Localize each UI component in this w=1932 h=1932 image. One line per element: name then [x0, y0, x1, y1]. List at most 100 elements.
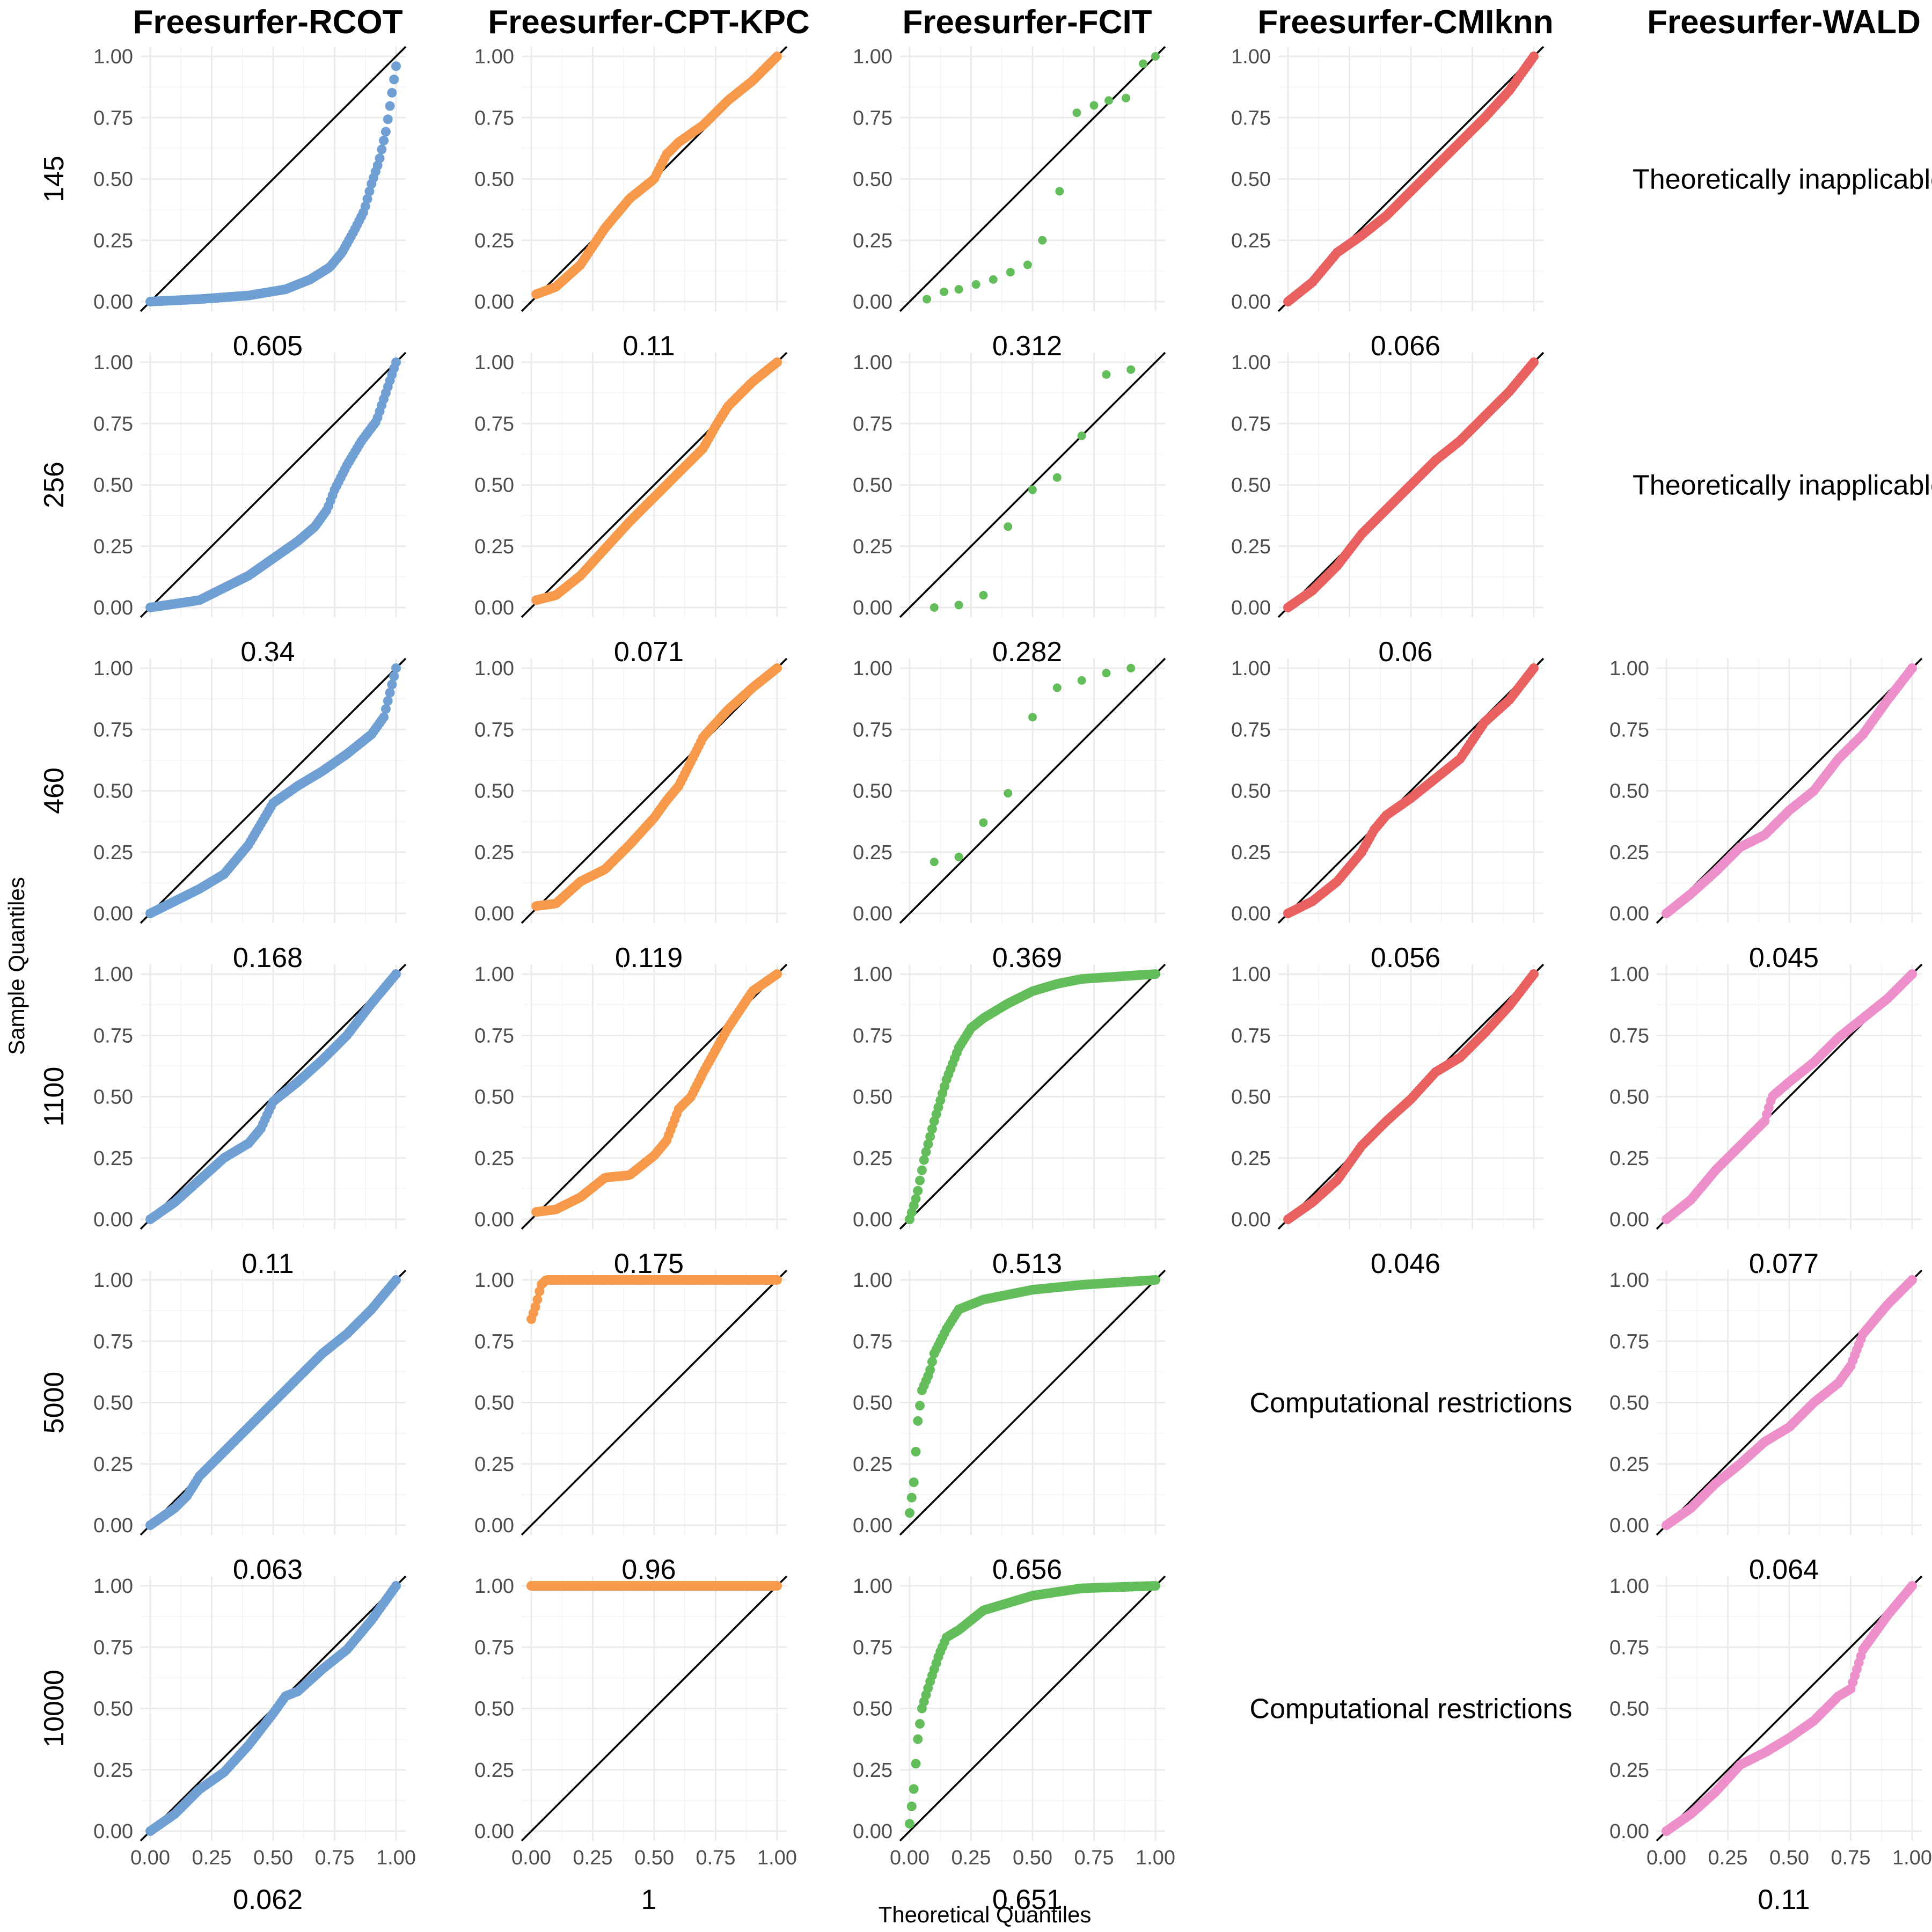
y-tick-label: 0.25: [853, 536, 892, 558]
qq-point: [1907, 1581, 1917, 1591]
qq-point: [917, 1165, 927, 1175]
panel-statistic: 0.651: [992, 1884, 1062, 1915]
qq-point: [389, 75, 399, 85]
y-tick-label: 0.00: [1231, 597, 1271, 619]
qq-point: [913, 1734, 923, 1744]
reference-line: [899, 46, 1166, 312]
y-tick-label: 0.00: [853, 1820, 892, 1843]
qq-point: [921, 1147, 931, 1157]
y-tick-label: 0.50: [93, 474, 133, 497]
reference-line: [521, 1269, 788, 1536]
x-tick-label: 0.00: [511, 1847, 551, 1869]
qq-point: [954, 852, 963, 861]
qq-point: [532, 1294, 543, 1305]
x-tick-label: 0.00: [1646, 1847, 1686, 1869]
y-tick-label: 0.00: [853, 903, 892, 925]
panel-statistic: 0.369: [992, 942, 1062, 974]
qq-point: [772, 663, 782, 673]
y-tick-label: 0.00: [93, 1820, 133, 1843]
y-tick-label: 0.75: [1609, 1330, 1649, 1353]
y-tick-label: 1.00: [853, 352, 892, 374]
y-tick-label: 0.50: [853, 780, 892, 803]
qq-point: [772, 969, 782, 979]
x-tick-label: 0.50: [1769, 1847, 1809, 1869]
qq-point: [911, 1759, 921, 1769]
y-tick-label: 0.75: [1609, 1636, 1649, 1659]
y-tick-label: 0.75: [853, 413, 892, 435]
panel-statistic: 0.312: [992, 331, 1062, 362]
qq-point: [915, 1175, 925, 1185]
y-tick-label: 0.25: [1609, 841, 1649, 864]
y-tick-label: 0.75: [1609, 1024, 1649, 1047]
qq-point: [387, 679, 397, 690]
panel-statistic: 0.077: [1749, 1248, 1819, 1279]
y-tick-label: 0.75: [853, 107, 892, 129]
qq-point: [380, 127, 391, 137]
y-tick-label: 0.75: [93, 1330, 133, 1353]
y-tick-label: 0.25: [474, 1147, 514, 1170]
panel-statistic: 0.605: [233, 331, 303, 362]
y-tick-label: 0.50: [1231, 169, 1271, 191]
y-tick-label: 0.50: [474, 1698, 514, 1721]
qq-point: [954, 601, 963, 610]
y-tick-label: 1.00: [1231, 46, 1271, 68]
y-tick-label: 0.50: [1609, 1086, 1649, 1109]
qq-point: [1907, 969, 1917, 979]
y-tick-label: 0.50: [853, 1392, 892, 1415]
qq-point: [772, 1581, 782, 1591]
y-tick-label: 0.50: [474, 1392, 514, 1415]
qq-point: [530, 1302, 540, 1312]
qq-point: [1077, 676, 1086, 685]
qq-point: [940, 287, 949, 296]
reference-line: [140, 46, 407, 312]
qq-point: [913, 1185, 923, 1196]
y-tick-label: 1.00: [474, 1575, 514, 1598]
panel-statistic: 0.11: [1758, 1884, 1810, 1915]
qq-point: [772, 52, 782, 61]
facet-panel: 0.00 0.25 0.50 0.75 1.00 0.06: [1231, 352, 1545, 668]
panel-note: Theoretically inapplicable: [1633, 470, 1932, 501]
qq-point: [927, 1124, 937, 1134]
qq-point: [379, 135, 389, 145]
y-tick-label: 0.00: [93, 597, 133, 619]
x-tick-label: 0.50: [253, 1847, 293, 1869]
y-tick-label: 1.00: [474, 352, 514, 374]
qq-point: [1006, 268, 1015, 277]
qq-point: [905, 1508, 914, 1518]
qq-point: [1028, 485, 1037, 494]
qq-point: [927, 1357, 937, 1367]
panel-statistic: 0.11: [623, 331, 675, 362]
y-tick-label: 1.00: [1231, 352, 1271, 374]
y-tick-label: 0.25: [853, 1759, 892, 1782]
panel-statistic: 0.175: [614, 1248, 684, 1279]
y-tick-label: 0.75: [474, 719, 514, 741]
qq-point: [923, 1139, 933, 1150]
qq-point: [1052, 683, 1062, 692]
y-tick-label: 1.00: [474, 657, 514, 680]
qq-point: [364, 186, 375, 196]
qq-point: [1122, 93, 1131, 103]
y-tick-label: 0.00: [474, 903, 514, 925]
reference-line: [899, 352, 1166, 618]
y-tick-label: 0.75: [853, 1330, 892, 1353]
qq-point: [979, 818, 988, 827]
x-tick-label: 0.25: [952, 1847, 991, 1869]
y-tick-label: 0.25: [93, 1453, 133, 1476]
y-tick-label: 0.75: [474, 1330, 514, 1353]
facet-panel: 0.00 0.25 0.50 0.75 1.00 0.312: [853, 46, 1166, 362]
y-tick-label: 1.00: [853, 963, 892, 986]
facet-panel: 0.00 0.25 0.50 0.75 1.00 0.00 0.25 0.50 0.75 1.00…: [853, 1575, 1175, 1915]
facet-panel: 0.00 0.25 0.50 0.75 1.00 0.064: [1609, 1269, 1923, 1585]
y-tick-label: 0.00: [1231, 291, 1271, 313]
qq-point: [380, 704, 391, 714]
panel-statistic: 0.656: [992, 1554, 1062, 1585]
qq-point: [971, 280, 980, 289]
y-tick-label: 1.00: [1609, 657, 1649, 680]
y-tick-label: 0.25: [853, 1453, 892, 1476]
y-tick-label: 0.75: [1231, 1024, 1271, 1047]
qq-point: [391, 61, 401, 71]
y-tick-label: 1.00: [1231, 657, 1271, 680]
qq-point: [1139, 59, 1148, 68]
facet-panel: 0.00 0.25 0.50 0.75 1.00 0.605: [93, 46, 407, 362]
